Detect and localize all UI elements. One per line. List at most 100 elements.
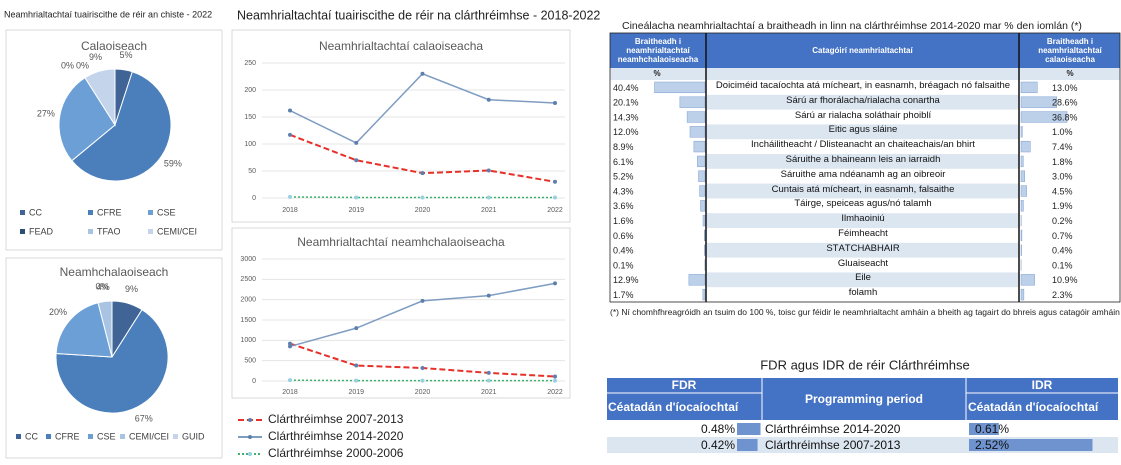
table-bar bbox=[1020, 274, 1035, 286]
y-tick-label: 200 bbox=[244, 87, 256, 94]
cell-value: 0.2% bbox=[1052, 216, 1073, 226]
cell-category: folamh bbox=[848, 288, 878, 299]
cell-value: 0.4% bbox=[1052, 246, 1073, 256]
x-tick-label: 2020 bbox=[415, 207, 431, 214]
legend-label: CFRE bbox=[55, 431, 80, 441]
data-label: 4% bbox=[97, 282, 110, 292]
cell-value: 0.1% bbox=[1052, 260, 1073, 270]
row-bg bbox=[707, 154, 1019, 169]
legend-marker bbox=[248, 418, 252, 422]
series-marker bbox=[553, 378, 557, 383]
series-marker bbox=[486, 97, 491, 102]
legend-swatch bbox=[20, 229, 25, 234]
series-marker bbox=[553, 281, 557, 286]
table-bar bbox=[1020, 170, 1025, 182]
table-bar bbox=[1020, 229, 1023, 242]
footnote: (*) Ní chomhfhreagróidh an tsuim do 100 … bbox=[610, 307, 1120, 317]
table-bar bbox=[702, 288, 706, 301]
data-label: 5% bbox=[119, 50, 132, 60]
pie-slice bbox=[97, 300, 113, 358]
table-bar bbox=[700, 200, 706, 212]
cell-period: Clárthréimhse 2014-2020 bbox=[765, 422, 901, 436]
table-bar bbox=[1020, 126, 1023, 138]
row-bg bbox=[707, 183, 1019, 199]
cell-category: Gluaiseacht bbox=[837, 258, 889, 269]
y-tick-label: 3000 bbox=[240, 256, 256, 263]
panel bbox=[231, 227, 571, 399]
row-bg bbox=[707, 124, 1019, 140]
table-bar bbox=[654, 81, 706, 94]
table-bar bbox=[1020, 81, 1038, 94]
legend-label: CEMI/CEI bbox=[129, 431, 169, 441]
series-marker bbox=[288, 341, 292, 346]
series-marker bbox=[288, 108, 292, 113]
legend-swatch bbox=[88, 229, 93, 234]
chart-title: Neamhrialtachtaí neamhchalaoiseacha bbox=[297, 235, 505, 249]
table-bar bbox=[1020, 185, 1027, 197]
legend-swatch bbox=[88, 210, 93, 215]
table-bar bbox=[1020, 155, 1024, 168]
table-unit: % bbox=[1066, 69, 1073, 78]
x-tick-label: 2019 bbox=[348, 389, 364, 396]
legend-swatch bbox=[88, 434, 93, 439]
x-tick-label: 2020 bbox=[415, 389, 431, 396]
cell-value: 7.4% bbox=[1052, 142, 1073, 152]
series-marker bbox=[420, 71, 425, 76]
panel bbox=[231, 29, 571, 223]
cell-value: 0.7% bbox=[1052, 231, 1073, 241]
cell-value: 0.61% bbox=[975, 422, 1009, 436]
data-label: 0% bbox=[95, 281, 108, 291]
y-tick-label: 100 bbox=[244, 141, 256, 148]
x-tick-label: 2019 bbox=[348, 207, 364, 214]
series-marker bbox=[553, 179, 557, 184]
cell-category: Sárú ar rialacha soláthair phoiblí bbox=[794, 110, 932, 121]
table-bar bbox=[737, 423, 761, 435]
cell-value: 0.48% bbox=[701, 422, 735, 436]
cell-value: 12.9% bbox=[613, 275, 639, 285]
table-bar bbox=[698, 170, 706, 182]
legend-label: CSE bbox=[157, 207, 176, 217]
table-subheader: Céatadán d'íocaíochtaí bbox=[968, 400, 1099, 414]
x-tick-label: 2018 bbox=[282, 207, 298, 214]
series-marker bbox=[354, 195, 359, 200]
cell-value: 1.8% bbox=[1052, 157, 1073, 167]
legend-swatch bbox=[148, 229, 153, 234]
table-bar bbox=[686, 111, 706, 123]
y-tick-label: 0 bbox=[252, 195, 256, 202]
legend-marker bbox=[248, 435, 252, 439]
table-bar bbox=[704, 244, 706, 256]
table-header-bg bbox=[610, 33, 1120, 68]
pie-slice bbox=[55, 309, 169, 414]
table-bar bbox=[1020, 244, 1022, 256]
series-marker bbox=[486, 195, 491, 200]
row-bg bbox=[707, 272, 1019, 288]
y-tick-label: 1000 bbox=[240, 337, 256, 344]
table-bar bbox=[1020, 96, 1057, 108]
cell-value: 40.4% bbox=[613, 83, 639, 93]
pie-slice bbox=[58, 77, 116, 162]
legend-swatch bbox=[148, 210, 153, 215]
y-tick-label: 1500 bbox=[240, 317, 256, 324]
y-tick-label: 150 bbox=[244, 114, 256, 121]
y-tick-label: 500 bbox=[244, 358, 256, 365]
table-header: IDR bbox=[1032, 378, 1053, 392]
x-tick-label: 2022 bbox=[547, 207, 563, 214]
legend-label: FEAD bbox=[29, 226, 54, 236]
table-header: FDR bbox=[672, 378, 697, 392]
pie-slice bbox=[71, 71, 172, 182]
page-header: Neamhrialtachtaí tuairiscithe de réir an… bbox=[4, 9, 212, 19]
cell-category: Táirge, speiceas agus/nó talamh bbox=[794, 199, 932, 210]
cell-value: 4.3% bbox=[613, 186, 634, 196]
legend-label: CFRE bbox=[97, 207, 122, 217]
chart-title: Calaoiseach bbox=[81, 39, 147, 53]
cell-category: Doiciméid tacaíochta atá mícheart, in ea… bbox=[715, 81, 1011, 91]
table-bar bbox=[693, 140, 706, 153]
cell-category: Sáruithe ama ndéanamh ag an oibreoir bbox=[780, 169, 946, 180]
cell-value: 0.6% bbox=[613, 231, 634, 241]
table-bar bbox=[702, 214, 706, 227]
series-marker bbox=[354, 378, 359, 383]
chart-title: Neamhchalaoiseach bbox=[60, 265, 169, 279]
table-bar bbox=[969, 439, 1093, 451]
y-tick-label: 50 bbox=[248, 168, 256, 175]
